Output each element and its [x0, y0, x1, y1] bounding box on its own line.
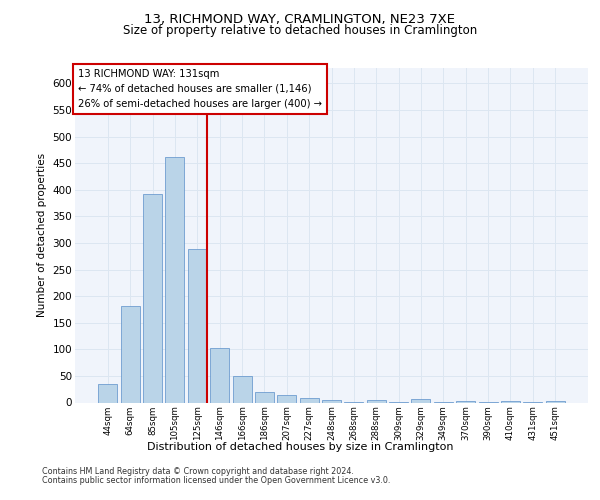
- Text: Distribution of detached houses by size in Cramlington: Distribution of detached houses by size …: [147, 442, 453, 452]
- Bar: [322, 400, 341, 402]
- Text: 13, RICHMOND WAY, CRAMLINGTON, NE23 7XE: 13, RICHMOND WAY, CRAMLINGTON, NE23 7XE: [145, 12, 455, 26]
- Text: Size of property relative to detached houses in Cramlington: Size of property relative to detached ho…: [123, 24, 477, 37]
- Bar: [121, 306, 140, 402]
- Bar: [143, 194, 162, 402]
- Bar: [233, 376, 251, 402]
- Bar: [545, 401, 565, 402]
- Bar: [210, 348, 229, 403]
- Bar: [367, 400, 386, 402]
- Bar: [255, 392, 274, 402]
- Bar: [456, 401, 475, 402]
- Text: Contains public sector information licensed under the Open Government Licence v3: Contains public sector information licen…: [42, 476, 391, 485]
- Text: 13 RICHMOND WAY: 131sqm
← 74% of detached houses are smaller (1,146)
26% of semi: 13 RICHMOND WAY: 131sqm ← 74% of detache…: [77, 69, 322, 109]
- Bar: [412, 400, 430, 402]
- Y-axis label: Number of detached properties: Number of detached properties: [37, 153, 47, 317]
- Bar: [299, 398, 319, 402]
- Bar: [277, 394, 296, 402]
- Bar: [166, 158, 184, 402]
- Text: Contains HM Land Registry data © Crown copyright and database right 2024.: Contains HM Land Registry data © Crown c…: [42, 467, 354, 476]
- Bar: [98, 384, 118, 402]
- Bar: [188, 250, 207, 402]
